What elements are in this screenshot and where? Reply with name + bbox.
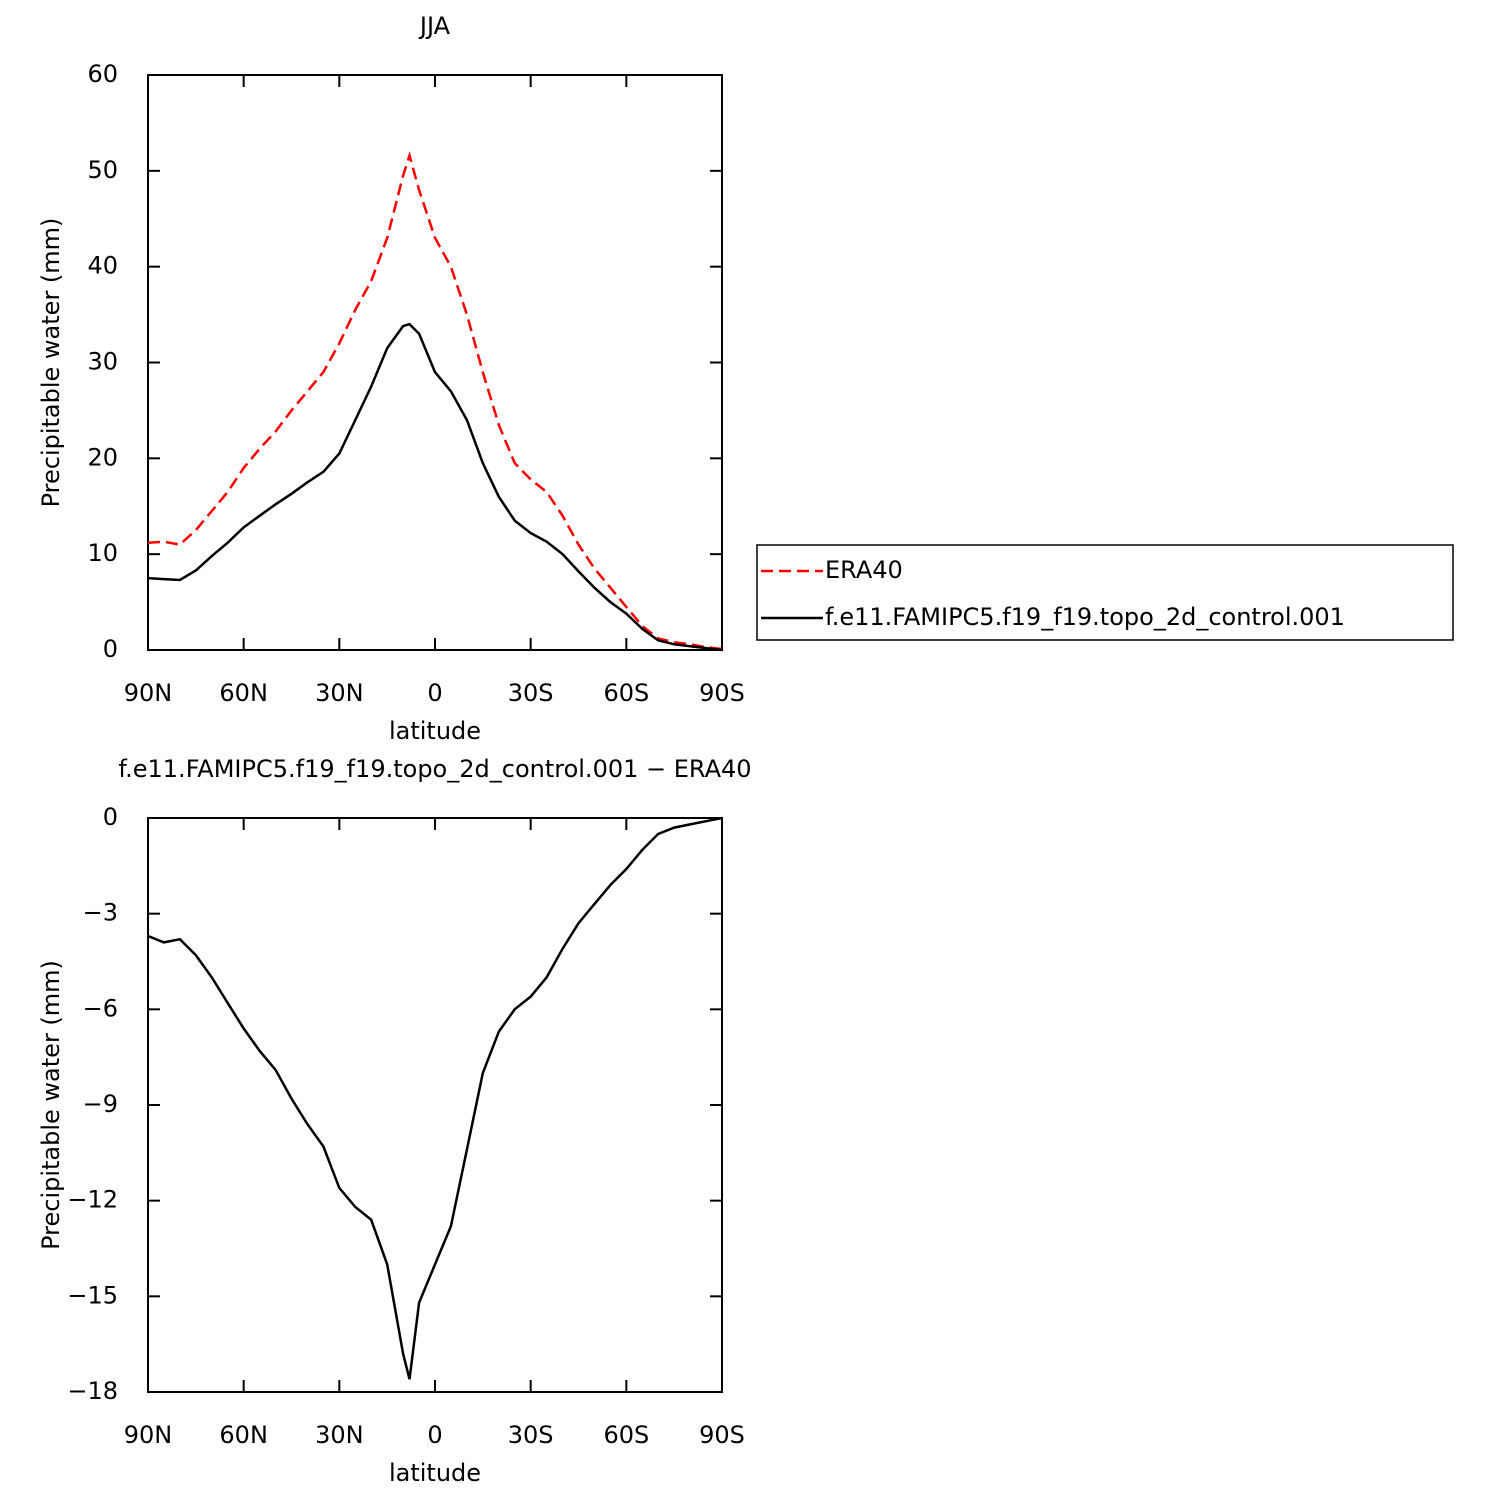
- x-tick-label: 60S: [603, 679, 649, 707]
- y-tick-label: −12: [67, 1186, 118, 1214]
- chart-title: JJA: [418, 12, 451, 40]
- y-tick-label: 0: [103, 635, 118, 663]
- y-tick-label: 10: [87, 539, 118, 567]
- plot-frame: [147, 817, 723, 1393]
- x-tick-label: 30N: [315, 1421, 364, 1449]
- x-tick-label: 90S: [699, 679, 745, 707]
- series-line: [147, 322, 723, 652]
- y-tick-label: 0: [103, 803, 118, 831]
- y-tick-label: 30: [87, 348, 118, 376]
- x-tick-label: 60S: [603, 1421, 649, 1449]
- x-axis-label: latitude: [389, 717, 481, 745]
- y-axis-label: Precipitable water (mm): [37, 960, 65, 1250]
- legend-label: f.e11.FAMIPC5.f19_f19.topo_2d_control.00…: [825, 603, 1345, 631]
- x-tick-label: 30S: [508, 1421, 554, 1449]
- legend-box: [756, 544, 1454, 641]
- legend-label: ERA40: [825, 556, 903, 584]
- chart-title: f.e11.FAMIPC5.f19_f19.topo_2d_control.00…: [118, 755, 751, 783]
- x-tick-label: 60N: [219, 679, 268, 707]
- y-tick-label: −15: [67, 1281, 118, 1309]
- x-tick-label: 90N: [124, 1421, 173, 1449]
- x-tick-label: 90S: [699, 1421, 745, 1449]
- y-axis-label: Precipitable water (mm): [37, 218, 65, 508]
- x-tick-label: 30N: [315, 679, 364, 707]
- y-tick-label: 20: [87, 443, 118, 471]
- x-tick-label: 60N: [219, 1421, 268, 1449]
- x-tick-label: 0: [427, 679, 442, 707]
- y-tick-label: 60: [87, 60, 118, 88]
- x-tick-label: 90N: [124, 679, 173, 707]
- y-tick-label: −6: [83, 994, 118, 1022]
- y-tick-label: 50: [87, 156, 118, 184]
- y-tick-label: −18: [67, 1377, 118, 1405]
- series-line: [147, 816, 723, 1380]
- y-tick-label: −9: [83, 1090, 118, 1118]
- x-tick-label: 30S: [508, 679, 554, 707]
- x-axis-label: latitude: [389, 1459, 481, 1487]
- y-tick-label: −3: [83, 899, 118, 927]
- y-tick-label: 40: [87, 252, 118, 280]
- x-tick-label: 0: [427, 1421, 442, 1449]
- series-line: [147, 151, 723, 651]
- plot-frame: [147, 74, 723, 651]
